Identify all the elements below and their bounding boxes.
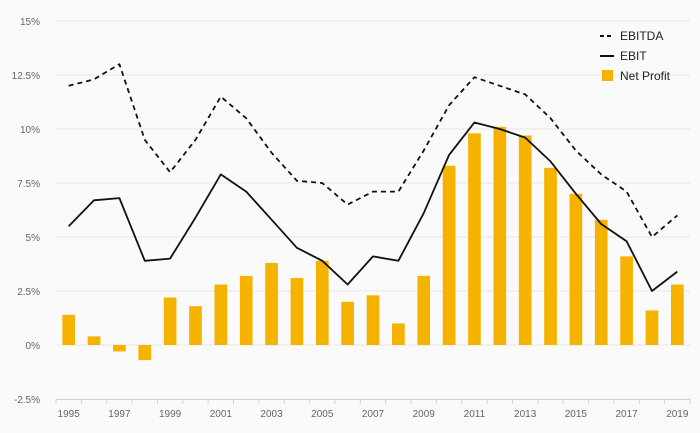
x-tick-label: 1999 bbox=[159, 409, 182, 420]
net-profit-bar bbox=[620, 256, 633, 345]
x-tick-label: 1995 bbox=[58, 409, 81, 420]
net-profit-bar bbox=[214, 284, 228, 345]
x-tick-label: 1997 bbox=[108, 409, 131, 420]
y-tick-label: 2.5% bbox=[17, 287, 40, 298]
net-profit-bar bbox=[670, 284, 684, 345]
legend-net-profit-label: Net Profit bbox=[620, 69, 671, 83]
y-tick-label: 10% bbox=[20, 125, 40, 136]
net-profit-bar bbox=[341, 301, 354, 345]
y-tick-label: 12.5% bbox=[12, 71, 40, 82]
net-profit-bar bbox=[366, 295, 380, 345]
x-tick-label: 2019 bbox=[666, 409, 689, 420]
net-profit-bar bbox=[392, 323, 405, 345]
net-profit-bar bbox=[113, 345, 126, 352]
net-profit-bar bbox=[569, 193, 583, 345]
x-tick-label: 2011 bbox=[464, 409, 486, 420]
y-tick-label: 15% bbox=[20, 17, 40, 28]
net-profit-bar bbox=[239, 275, 253, 345]
net-profit-bar bbox=[544, 167, 557, 345]
legend-ebitda-label: EBITDA bbox=[620, 29, 663, 43]
x-tick-label: 2003 bbox=[260, 409, 283, 420]
net-profit-bar bbox=[290, 278, 304, 345]
net-profit-bar bbox=[265, 262, 278, 345]
net-profit-bar bbox=[442, 165, 456, 345]
net-profit-bar bbox=[87, 336, 101, 345]
net-profit-bar bbox=[189, 306, 202, 345]
ebit-line bbox=[68, 121, 678, 292]
y-axis: -2.5% 0% 2.5% 5% 7.5% 10% 12.5% 15% bbox=[12, 17, 40, 406]
x-tick-label: 2001 bbox=[210, 409, 233, 420]
legend-net-profit-swatch bbox=[602, 70, 613, 81]
net-profit-bars bbox=[62, 126, 684, 361]
y-tick-label: 5% bbox=[26, 233, 41, 244]
x-tick-label: 2007 bbox=[362, 409, 385, 420]
legend: EBITDA EBIT Net Profit bbox=[600, 29, 671, 83]
x-tick-label: 2005 bbox=[311, 409, 334, 420]
x-tick-label: 2009 bbox=[413, 409, 436, 420]
net-profit-bar bbox=[518, 135, 532, 345]
net-profit-bar bbox=[493, 126, 507, 345]
line-series bbox=[68, 63, 678, 292]
x-tick-label: 2013 bbox=[514, 409, 537, 420]
net-profit-bar bbox=[594, 219, 608, 345]
net-profit-bar bbox=[62, 314, 76, 345]
x-axis: 1995 1997 1999 2001 2003 2005 2007 2009 2011 2013… bbox=[55, 399, 691, 420]
y-tick-label: 7.5% bbox=[17, 179, 40, 190]
net-profit-bar bbox=[138, 345, 152, 361]
net-profit-bar bbox=[417, 275, 431, 345]
x-tick-label: 2015 bbox=[565, 409, 588, 420]
ebitda-line bbox=[68, 63, 678, 238]
net-profit-bar bbox=[468, 133, 481, 345]
y-tick-label: 0% bbox=[26, 341, 41, 352]
legend-ebit-label: EBIT bbox=[620, 49, 647, 63]
net-profit-bar bbox=[645, 310, 659, 345]
y-tick-label: -2.5% bbox=[14, 395, 40, 406]
x-tick-label: 2017 bbox=[615, 409, 638, 420]
net-profit-bar bbox=[163, 297, 177, 345]
net-profit-bar bbox=[315, 260, 329, 345]
